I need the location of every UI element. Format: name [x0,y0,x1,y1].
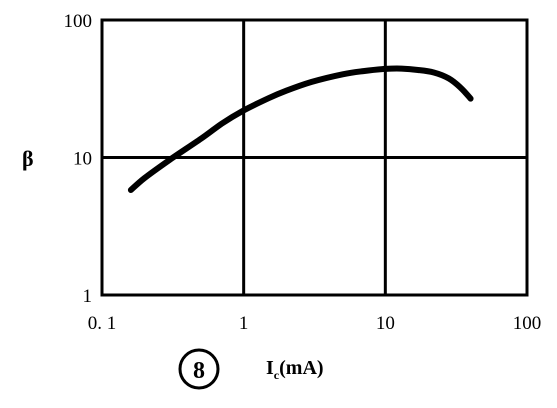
x-axis-title-main: I [266,357,274,379]
figure-number: 8 [193,358,205,384]
series-layer [127,65,474,193]
grid-layer [102,20,527,295]
x-axis-title-unit: (mA) [279,357,323,379]
x-axis-title: Ic(mA) [266,357,324,382]
tick-layer: 0. 1 1 10 100 1 10 100 [64,11,542,334]
series-line [127,65,474,193]
figure-number-badge: 8 [178,348,220,390]
y-tick-label: 10 [73,149,92,170]
x-tick-label: 0. 1 [88,313,117,334]
x-tick-label: 100 [513,313,542,334]
x-tick-label: 10 [376,313,395,334]
y-axis-title: β [22,146,34,171]
y-tick-label: 1 [83,286,93,307]
figure-number-circle [178,348,220,390]
plot-frame [100,18,529,297]
frame-layer [100,18,529,297]
y-tick-label: 100 [64,11,93,32]
x-tick-label: 1 [239,313,249,334]
x-axis-title-subscript: c [274,368,280,382]
